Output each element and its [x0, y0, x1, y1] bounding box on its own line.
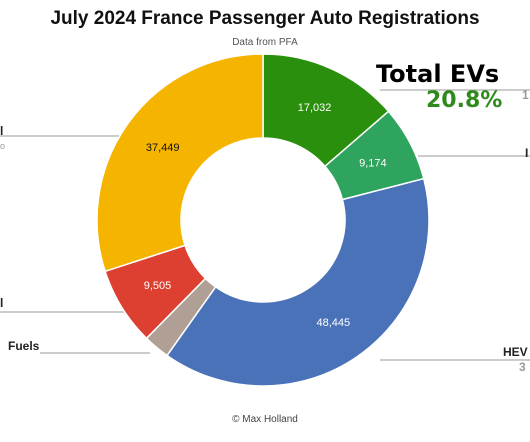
slice-value-label-5: 37,449 — [146, 142, 180, 154]
slice-value-label-4: 9,505 — [144, 280, 172, 292]
donut-slice-5 — [96, 53, 264, 273]
chart-credit: © Max Holland — [232, 414, 298, 425]
donut-slice-2 — [165, 177, 430, 387]
clipped-label-left-mid: l — [0, 296, 4, 310]
clipped-label-hev: HEV — [503, 345, 528, 359]
clipped-label-hev-sub: 3 — [519, 360, 526, 374]
clipped-label-left-top: l — [0, 124, 4, 138]
clipped-label-left-top-sub: o — [0, 141, 6, 151]
chart-subtitle: Data from PFA — [232, 37, 298, 48]
clipped-label-right-mid: I — [525, 146, 529, 160]
total-evs-label: Total EVs — [376, 60, 500, 88]
total-evs-percent: 20.8% — [426, 88, 503, 113]
slice-value-label-0: 17,032 — [298, 102, 332, 114]
slice-value-label-1: 9,174 — [359, 157, 387, 169]
clipped-label-top-right: 1 — [522, 88, 529, 102]
slice-value-label-2: 48,445 — [316, 317, 350, 329]
clipped-label-fuels: Fuels — [8, 339, 40, 353]
chart-title: July 2024 France Passenger Auto Registra… — [50, 8, 480, 29]
